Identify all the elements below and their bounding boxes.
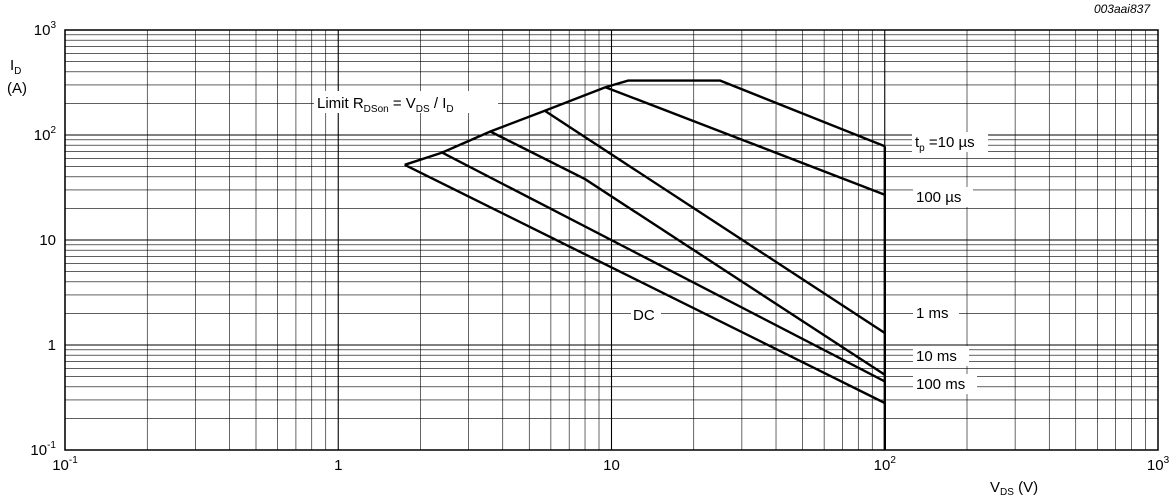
y-tick-label: 102 xyxy=(34,125,57,144)
y-tick-label-base: 1 xyxy=(48,337,56,354)
y-tick-label: 10 xyxy=(39,232,56,249)
x-axis-label-main: V xyxy=(990,479,1000,496)
limit-prefix: Limit R xyxy=(317,95,364,112)
x-tick-label-exp: 2 xyxy=(890,455,896,466)
soa-series-line-1 xyxy=(604,86,886,196)
y-axis-label-sub: D xyxy=(14,66,21,77)
series-layer xyxy=(404,79,886,450)
t-100us-label: 100 µs xyxy=(916,189,961,206)
x-tick-label: 10-1 xyxy=(52,455,78,474)
x-tick-label: 103 xyxy=(1147,455,1170,474)
y-axis-unit: (A) xyxy=(7,80,27,97)
y-tick-label: 10-1 xyxy=(30,440,56,459)
y-tick-label-exp: 2 xyxy=(50,125,56,136)
y-tick-label-base: 10 xyxy=(39,232,56,249)
x-tick-label: 1 xyxy=(334,457,342,474)
tp-text: =10 µs xyxy=(925,134,975,151)
y-tick-label: 1 xyxy=(48,337,56,354)
x-tick-label-base: 10 xyxy=(1147,457,1164,474)
limit-mid2: / I xyxy=(430,95,447,112)
x-tick-label-exp: -1 xyxy=(69,455,78,466)
limit-sub3: D xyxy=(446,104,453,115)
x-tick-label: 102 xyxy=(874,455,897,474)
x-axis-label: VDS (V) xyxy=(990,479,1038,498)
soa-series-line-5 xyxy=(404,163,886,405)
x-tick-label-base: 10 xyxy=(52,457,69,474)
x-tick-label-base: 1 xyxy=(334,457,342,474)
limit-rdson-label: Limit RDSon = VDS / ID xyxy=(317,95,454,115)
soa-series-line-4 xyxy=(441,151,886,383)
limit-sub: DSon xyxy=(364,104,389,115)
y-tick-label: 103 xyxy=(34,20,57,39)
tp-prefix: t xyxy=(915,134,920,151)
x-tick-label-exp: 3 xyxy=(1164,455,1170,466)
t-100ms-label: 100 ms xyxy=(916,376,965,393)
x-tick-label-base: 10 xyxy=(603,457,620,474)
x-axis-label-unit: (V) xyxy=(1014,479,1038,496)
y-tick-label-exp: -1 xyxy=(47,440,56,451)
x-axis-label-sub: DS xyxy=(1000,487,1014,498)
soa-series-line-2 xyxy=(544,109,886,335)
dc-label: DC xyxy=(633,307,655,324)
y-axis-label: ID xyxy=(10,57,21,77)
limit-mid: = V xyxy=(389,95,416,112)
x-tick-label: 10 xyxy=(603,457,620,474)
plot-frame xyxy=(64,29,1159,451)
y-tick-label-base: 10 xyxy=(34,22,51,39)
annotation-labels: Limit RDSon = VDS / ID tp =10 µs 100 µs … xyxy=(314,91,988,394)
document-code: 003aai837 xyxy=(1094,2,1151,16)
limit-sub2: DS xyxy=(416,104,430,115)
y-tick-label-base: 10 xyxy=(34,127,51,144)
x-tick-label-base: 10 xyxy=(874,457,891,474)
tp-sub: p xyxy=(919,143,925,154)
t-10ms-label: 10 ms xyxy=(916,348,957,365)
y-axis-label-main: I xyxy=(10,57,14,74)
tp-10us-label: tp =10 µs xyxy=(915,134,975,154)
soa-series-line-3 xyxy=(489,130,886,376)
soa-series-line-0 xyxy=(404,79,886,166)
y-tick-label-exp: 3 xyxy=(50,20,56,31)
y-tick-label-base: 10 xyxy=(30,442,47,459)
t-1ms-label: 1 ms xyxy=(916,305,949,322)
